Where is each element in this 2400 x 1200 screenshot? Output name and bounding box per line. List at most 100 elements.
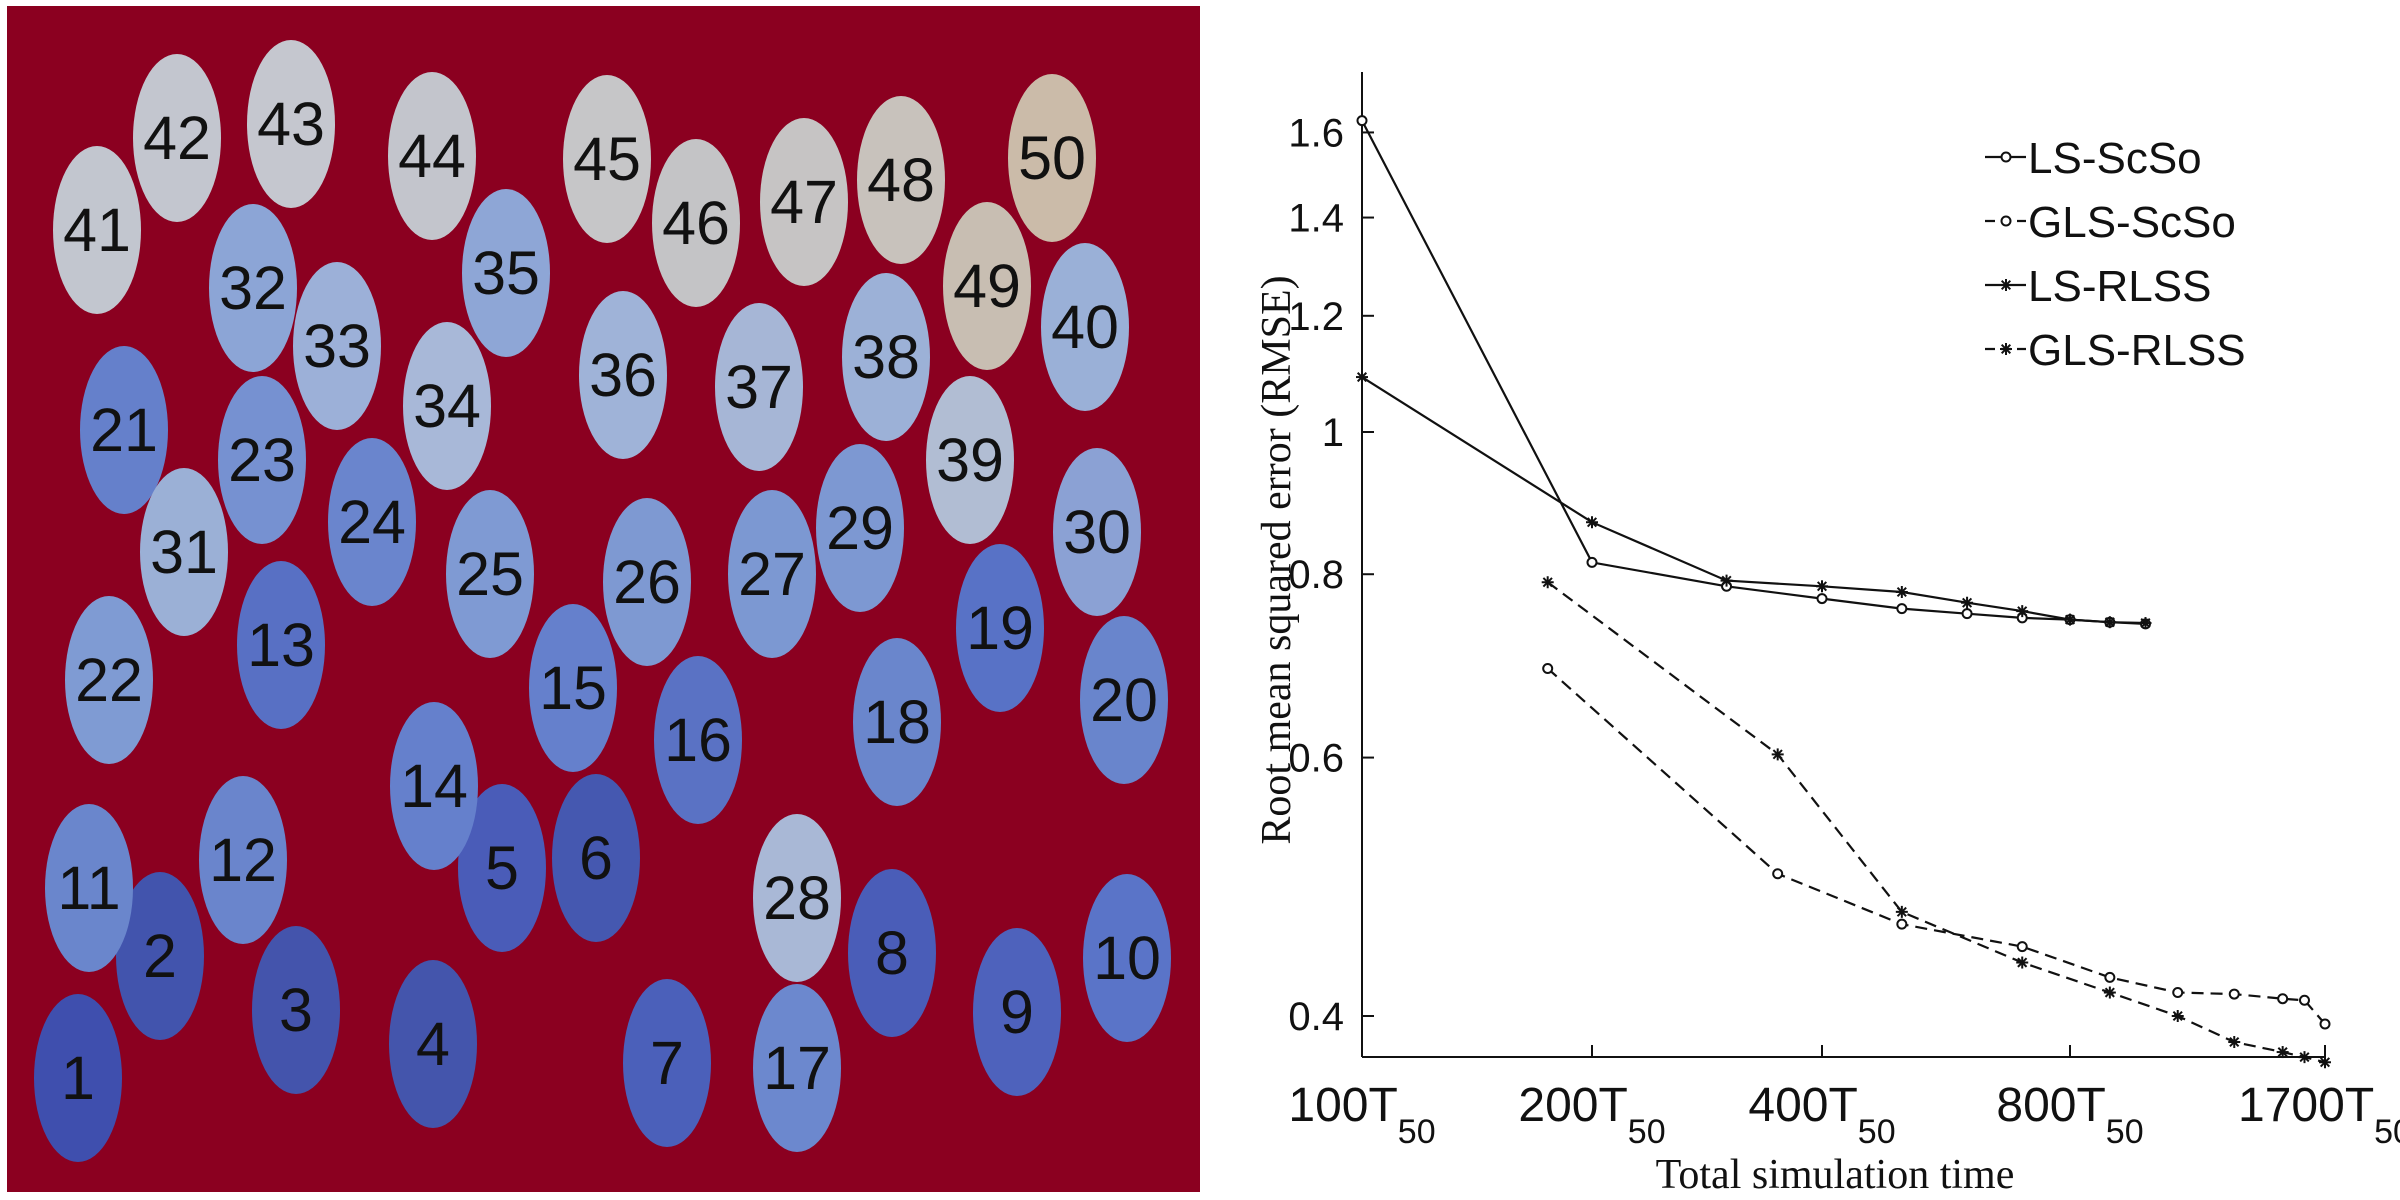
cell-19: 19 [956, 544, 1044, 712]
series-line [1546, 667, 2326, 1025]
cell-label: 11 [57, 854, 120, 922]
legend-label: GLS-ScSo [2028, 198, 2236, 247]
cell-label: 15 [539, 654, 607, 722]
cell-ellipse [390, 702, 478, 870]
x-tick-label: 1700T50 [2238, 1079, 2400, 1151]
cell-49: 49 [943, 202, 1031, 370]
cell-label: 46 [662, 189, 730, 257]
cell-ellipse [816, 444, 904, 612]
data-point [1720, 574, 1733, 587]
cell-ellipse [458, 784, 546, 952]
x-tick: 400T50 [1748, 1045, 1896, 1151]
cell-ellipse [943, 202, 1031, 370]
cell-ellipse [603, 498, 691, 666]
cell-3: 3 [252, 926, 340, 1094]
cell-ellipse [760, 118, 848, 286]
data-point [2064, 613, 2076, 626]
cell-ellipse [973, 928, 1061, 1096]
cell-38: 38 [842, 273, 930, 441]
x-tick-label: 800T50 [1996, 1079, 2143, 1151]
cell-label: 38 [852, 323, 920, 391]
y-axis-title: Root mean squared error (RMSE) [1254, 275, 1300, 844]
cell-37: 37 [715, 303, 803, 471]
cell-label: 36 [589, 341, 657, 409]
cell-label: 50 [1018, 124, 1086, 192]
cell-ellipse [218, 376, 306, 544]
cell-ellipse [1083, 874, 1171, 1042]
cell-ellipse [140, 468, 228, 636]
cell-ellipse [848, 869, 936, 1037]
cell-9: 9 [973, 928, 1061, 1096]
cell-44: 44 [388, 72, 476, 240]
x-tick-label: 100T50 [1288, 1079, 1435, 1151]
cell-ellipse [715, 303, 803, 471]
y-tick: 1.2 [1288, 295, 1374, 339]
x-axis-title: Total simulation time [1656, 1152, 2015, 1198]
cell-label: 32 [219, 254, 287, 322]
y-tick-label: 0.6 [1288, 737, 1344, 781]
cell-25: 25 [446, 490, 534, 658]
cell-ellipse [389, 960, 477, 1128]
cell-label: 10 [1093, 924, 1161, 992]
data-point [2228, 1036, 2241, 1049]
cell-23: 23 [218, 376, 306, 544]
cell-50: 50 [1008, 74, 1096, 242]
legend-item: LS-RLSS [1985, 262, 2211, 311]
cell-29: 29 [816, 444, 904, 612]
cell-40: 40 [1041, 243, 1129, 411]
cell-ellipse [53, 146, 141, 314]
cell-label: 2 [143, 922, 177, 990]
cell-ellipse [237, 561, 325, 729]
cell-26: 26 [603, 498, 691, 666]
data-point [1896, 603, 1908, 615]
cell-7: 7 [623, 979, 711, 1147]
y-tick-label: 1 [1322, 411, 1344, 455]
cell-label: 17 [763, 1034, 831, 1102]
cell-ellipse [45, 804, 133, 972]
data-point [2171, 1010, 2184, 1022]
cell-label: 12 [209, 826, 277, 894]
series-ls-rlss [1356, 371, 2152, 630]
cell-ellipse [34, 994, 122, 1162]
cell-10: 10 [1083, 874, 1171, 1042]
cell-1: 1 [34, 994, 122, 1162]
x-tick: 200T50 [1518, 1045, 1666, 1151]
cell-ellipse [65, 596, 153, 764]
cell-ellipse [116, 872, 204, 1040]
cell-label: 3 [279, 976, 313, 1044]
cell-label: 31 [150, 518, 218, 586]
cell-22: 22 [65, 596, 153, 764]
legend-item: LS-ScSo [1985, 134, 2202, 183]
y-tick: 1.6 [1288, 111, 1374, 155]
y-tick-label: 0.8 [1288, 553, 1344, 597]
cell-33: 33 [293, 262, 381, 430]
x-ticks: 100T50 200T50 400T50 800T50 1700T50 [1288, 1045, 2400, 1151]
data-point [2000, 279, 2012, 291]
cell-ellipse [403, 322, 491, 490]
cell-label: 39 [936, 426, 1004, 494]
y-tick-label: 1.2 [1288, 295, 1344, 339]
cell-42: 42 [133, 54, 221, 222]
cell-label: 43 [257, 90, 325, 158]
cell-ellipse [529, 604, 617, 772]
y-tick: 0.8 [1288, 553, 1374, 597]
cell-ellipse [199, 776, 287, 944]
cell-label: 45 [573, 125, 641, 193]
x-tick-label: 200T50 [1518, 1079, 1665, 1151]
y-tick-label: 1.4 [1288, 197, 1344, 241]
data-point [1772, 868, 1784, 880]
cell-ellipse [1008, 74, 1096, 242]
data-point [2319, 1056, 2331, 1069]
data-point [1896, 918, 1908, 930]
cell-label: 35 [472, 239, 540, 307]
cell-30: 30 [1053, 448, 1141, 616]
data-point [2016, 605, 2029, 618]
series-line [1361, 376, 2146, 625]
series-layer [1356, 115, 2331, 1069]
cell-ellipse [652, 139, 740, 307]
cell-ellipse [857, 96, 945, 264]
cell-label: 41 [63, 196, 131, 264]
series-gls-scso [1542, 662, 2331, 1030]
